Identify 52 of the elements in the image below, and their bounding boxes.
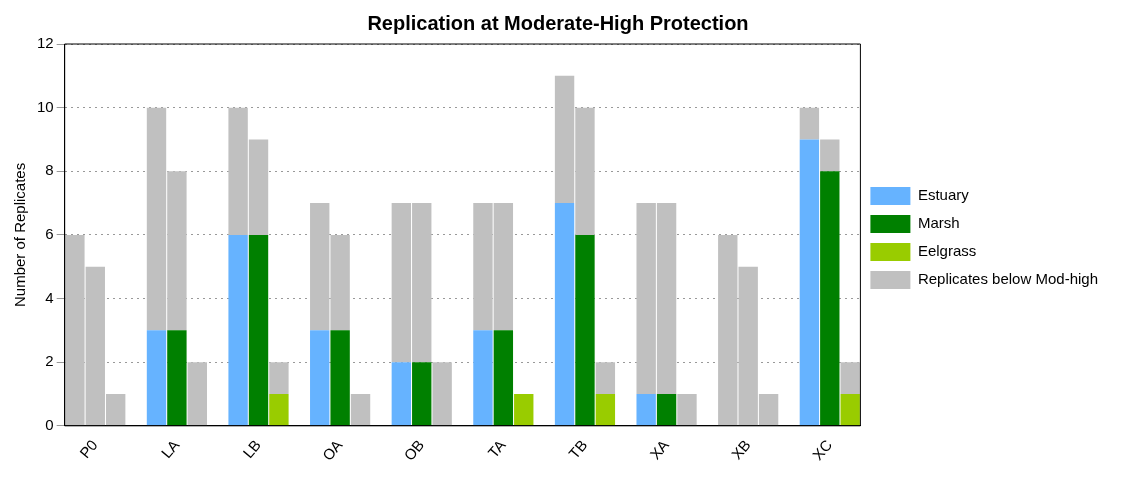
bar [840,394,860,426]
bar [656,394,677,426]
y-tick-label: 2 [45,352,54,370]
bar [595,394,616,426]
bar [799,139,820,426]
bar [575,234,595,426]
bar [187,362,207,426]
y-tick-label: 4 [45,288,54,306]
x-tick-label: XB [727,436,754,463]
legend-label: Marsh [917,214,960,232]
x-tick-label: TB [565,436,591,462]
bar [330,330,350,426]
bar [636,394,656,426]
bar [310,330,330,426]
x-tick-label: OA [318,436,346,464]
bar [269,362,289,395]
bar [554,203,575,426]
y-tick-label: 0 [45,415,54,433]
x-tick-label: LA [157,436,183,462]
bar [248,234,269,426]
y-axis-title: Number of Replicates [11,162,29,308]
bar [677,394,697,426]
x-tick-label: LB [239,436,264,462]
bar [146,330,167,426]
y-tick-label: 8 [45,161,54,179]
legend-label: Eelgrass [917,242,977,260]
bar [493,330,514,426]
y-tick-label: 6 [45,225,54,243]
bar [391,362,412,426]
x-tick-label: OB [400,436,428,464]
bar [412,362,432,426]
bar [820,171,840,426]
bar [514,394,534,426]
bar [269,394,289,426]
bar [820,139,840,172]
y-tick-label: 12 [37,34,54,52]
bar [840,362,860,395]
bar [799,107,820,140]
x-tick-label: XC [808,436,836,464]
bar [432,362,452,426]
x-tick-label: P0 [75,436,101,462]
legend-label: Replicates below Mod-high [917,270,1099,288]
bar [473,330,493,426]
bar [167,330,187,426]
x-tick-label: XA [646,436,673,463]
x-tick-label: TA [484,436,509,462]
y-tick-label: 10 [37,97,54,115]
legend-label: Estuary [917,186,970,204]
bar [350,394,371,426]
bar [228,234,248,426]
bar [595,362,616,395]
chart-title: Replication at Moderate-High Protection [367,11,749,34]
